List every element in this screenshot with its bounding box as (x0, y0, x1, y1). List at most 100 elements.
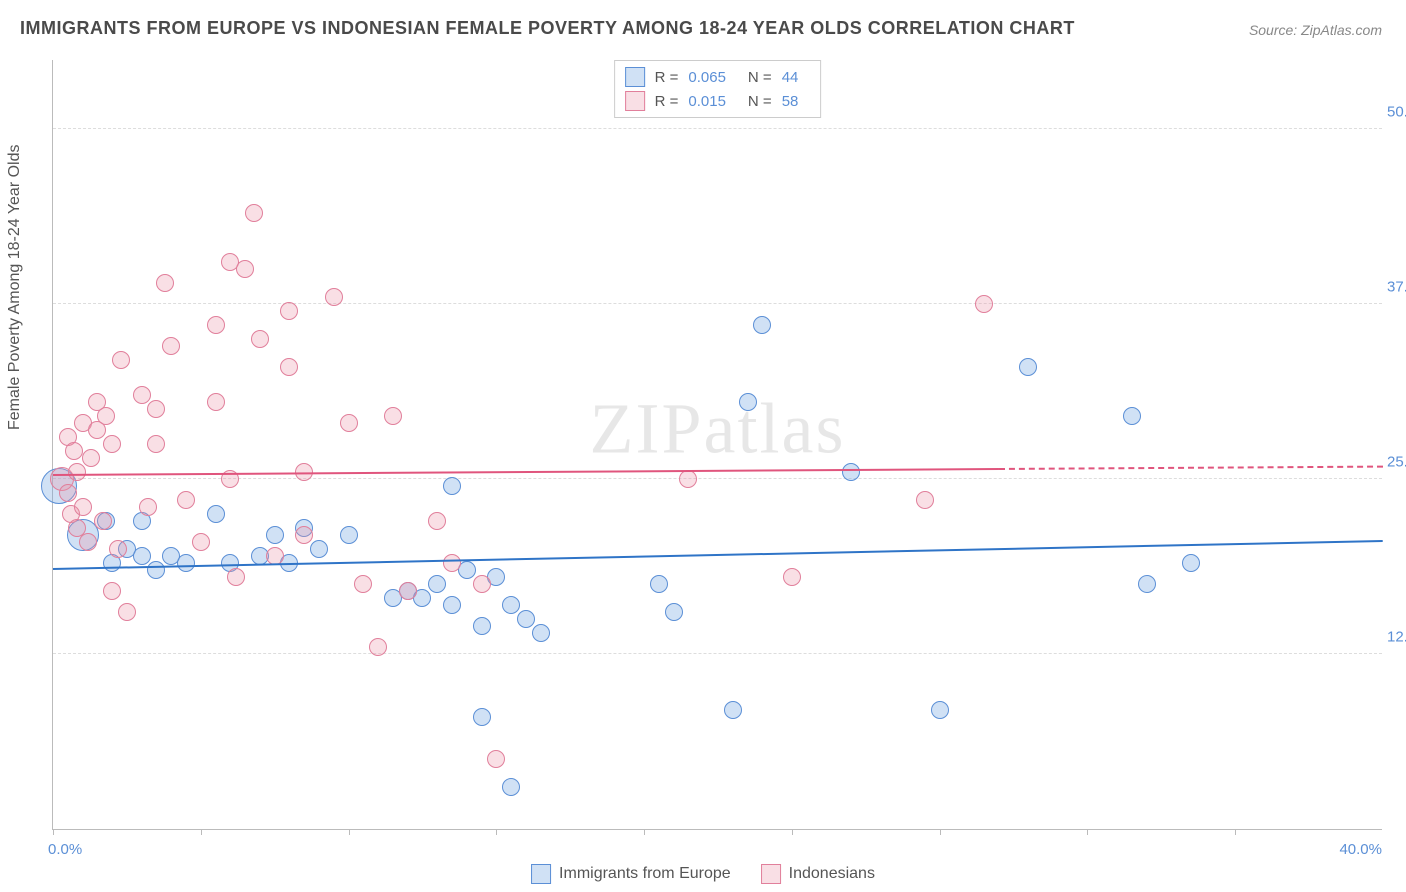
data-point-indonesians (207, 316, 225, 334)
legend-series-label: Immigrants from Europe (559, 865, 731, 883)
legend-swatch (761, 864, 781, 884)
data-point-indonesians (109, 540, 127, 558)
legend-series-item: Immigrants from Europe (531, 864, 731, 884)
data-point-indonesians (94, 512, 112, 530)
data-point-europe (473, 708, 491, 726)
data-point-europe (1019, 358, 1037, 376)
data-point-europe (133, 547, 151, 565)
legend-r-value: 0.015 (688, 93, 726, 110)
x-tick (201, 829, 202, 835)
data-point-indonesians (783, 568, 801, 586)
data-point-indonesians (147, 435, 165, 453)
source-value: ZipAtlas.com (1301, 22, 1382, 38)
data-point-indonesians (679, 470, 697, 488)
data-point-europe (207, 505, 225, 523)
data-point-europe (147, 561, 165, 579)
y-axis-label: Female Poverty Among 18-24 Year Olds (6, 145, 24, 431)
data-point-indonesians (325, 288, 343, 306)
data-point-indonesians (147, 400, 165, 418)
data-point-indonesians (118, 603, 136, 621)
source-label: Source: (1249, 22, 1297, 38)
data-point-indonesians (340, 414, 358, 432)
data-point-indonesians (236, 260, 254, 278)
legend-stats-row: R = 0.015 N = 58 (625, 89, 811, 113)
y-tick-label: 37.5% (1387, 279, 1406, 296)
legend-swatch (625, 67, 645, 87)
legend-series: Immigrants from EuropeIndonesians (531, 864, 875, 884)
data-point-indonesians (192, 533, 210, 551)
data-point-europe (724, 701, 742, 719)
data-point-europe (310, 540, 328, 558)
data-point-indonesians (916, 491, 934, 509)
data-point-indonesians (65, 442, 83, 460)
data-point-indonesians (177, 491, 195, 509)
x-axis-min-label: 0.0% (48, 841, 82, 858)
data-point-indonesians (280, 302, 298, 320)
data-point-indonesians (156, 274, 174, 292)
data-point-europe (177, 554, 195, 572)
legend-stats-row: R = 0.065 N = 44 (625, 65, 811, 89)
plot-area: ZIPatlas R =0.065N =44R =0.015N =58 12.5… (52, 60, 1382, 830)
data-point-europe (428, 575, 446, 593)
x-tick (496, 829, 497, 835)
data-point-indonesians (82, 449, 100, 467)
y-tick-label: 12.5% (1387, 629, 1406, 646)
legend-r-label: R = (655, 69, 679, 86)
legend-r-label: R = (655, 93, 679, 110)
x-tick (644, 829, 645, 835)
trend-line-dash-indonesians (999, 466, 1383, 470)
data-point-indonesians (251, 330, 269, 348)
data-point-indonesians (79, 533, 97, 551)
legend-swatch (625, 91, 645, 111)
data-point-europe (1138, 575, 1156, 593)
data-point-indonesians (280, 358, 298, 376)
gridline (53, 653, 1382, 654)
data-point-indonesians (399, 582, 417, 600)
legend-r-value: 0.065 (688, 69, 726, 86)
data-point-indonesians (103, 582, 121, 600)
data-point-europe (1123, 407, 1141, 425)
legend-n-label: N = (748, 69, 772, 86)
x-tick (792, 829, 793, 835)
data-point-indonesians (473, 575, 491, 593)
chart-title: IMMIGRANTS FROM EUROPE VS INDONESIAN FEM… (20, 18, 1075, 39)
data-point-indonesians (103, 435, 121, 453)
x-tick (53, 829, 54, 835)
data-point-europe (502, 596, 520, 614)
data-point-indonesians (74, 498, 92, 516)
source-attribution: Source: ZipAtlas.com (1249, 22, 1382, 38)
legend-swatch (531, 864, 551, 884)
y-tick-label: 25.0% (1387, 454, 1406, 471)
data-point-europe (473, 617, 491, 635)
data-point-europe (931, 701, 949, 719)
data-point-europe (502, 778, 520, 796)
data-point-indonesians (443, 554, 461, 572)
legend-n-value: 58 (782, 93, 799, 110)
data-point-indonesians (975, 295, 993, 313)
x-axis-max-label: 40.0% (1339, 841, 1382, 858)
legend-stats: R = 0.065 N = 44 R = 0.015 N = 58 (614, 60, 822, 118)
data-point-indonesians (487, 750, 505, 768)
data-point-indonesians (112, 351, 130, 369)
watermark: ZIPatlas (590, 388, 846, 471)
data-point-indonesians (245, 204, 263, 222)
data-point-indonesians (207, 393, 225, 411)
x-tick (940, 829, 941, 835)
legend-n-label: N = (748, 93, 772, 110)
data-point-europe (443, 596, 461, 614)
data-point-indonesians (354, 575, 372, 593)
legend-n-value: 44 (782, 69, 799, 86)
data-point-europe (739, 393, 757, 411)
data-point-europe (842, 463, 860, 481)
data-point-indonesians (162, 337, 180, 355)
gridline (53, 128, 1382, 129)
data-point-indonesians (133, 386, 151, 404)
y-tick-label: 50.0% (1387, 104, 1406, 121)
data-point-indonesians (227, 568, 245, 586)
x-tick (1235, 829, 1236, 835)
data-point-indonesians (295, 526, 313, 544)
data-point-europe (266, 526, 284, 544)
data-point-europe (665, 603, 683, 621)
data-point-indonesians (59, 484, 77, 502)
gridline (53, 478, 1382, 479)
